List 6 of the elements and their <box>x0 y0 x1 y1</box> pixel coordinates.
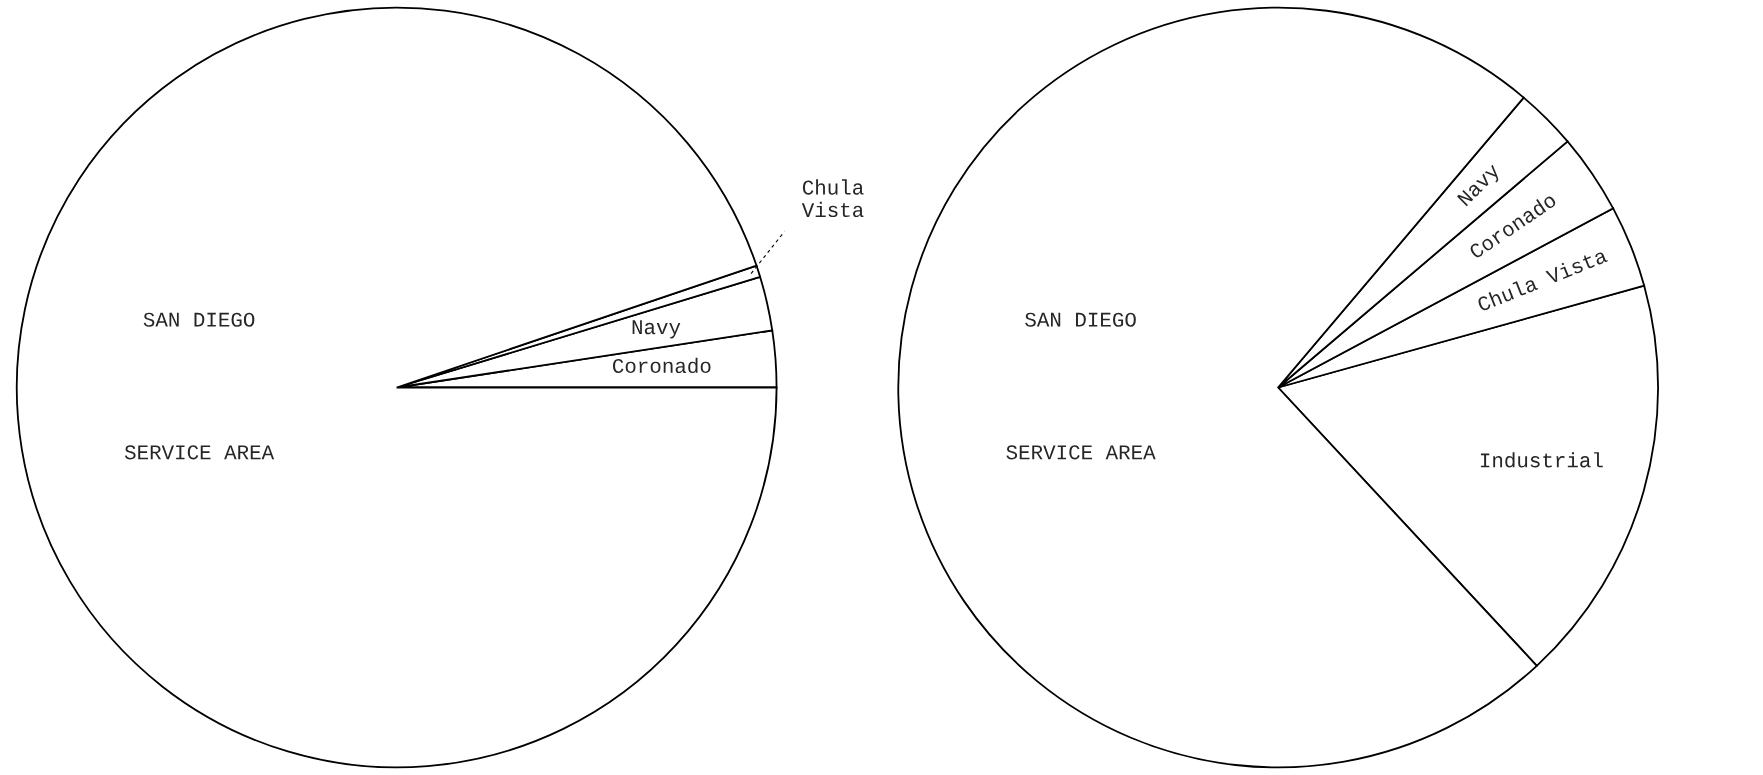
slice-label: Industrial <box>1480 452 1603 468</box>
slice-label: Coronado <box>612 357 711 374</box>
slice-label: Navy <box>632 320 681 339</box>
category-label: SAN DIEGO SERVICE AREA <box>1006 312 1156 460</box>
category-label: SAN DIEGO SERVICE AREA <box>124 312 275 460</box>
slice-label: Chula Vista <box>801 179 864 218</box>
